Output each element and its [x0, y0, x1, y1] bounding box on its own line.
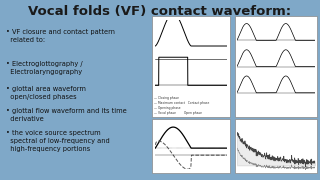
Bar — [152, 16, 230, 117]
Text: Vocal folds (VF) contact waveform:: Vocal folds (VF) contact waveform: — [28, 5, 292, 18]
Text: • Electroglottography /
  Electrolaryngography: • Electroglottography / Electrolaryngogr… — [6, 61, 83, 75]
Bar — [235, 16, 317, 117]
Text: • glottal flow waveform and its time
  derivative: • glottal flow waveform and its time der… — [6, 108, 127, 122]
Bar — [235, 119, 317, 173]
Text: — Closing phase
— Maximum contact   Contact phase
— Opening phase
— Vocal phase : — Closing phase — Maximum contact Contac… — [154, 96, 209, 115]
Text: • VF closure and contact pattern
  related to:: • VF closure and contact pattern related… — [6, 29, 116, 43]
Text: • the voice source spectrum
  spectral of low-frequency and
  high-frequency por: • the voice source spectrum spectral of … — [6, 130, 110, 152]
Text: • glottal area waveform
  open/closed phases: • glottal area waveform open/closed phas… — [6, 86, 86, 100]
Bar — [152, 119, 230, 173]
